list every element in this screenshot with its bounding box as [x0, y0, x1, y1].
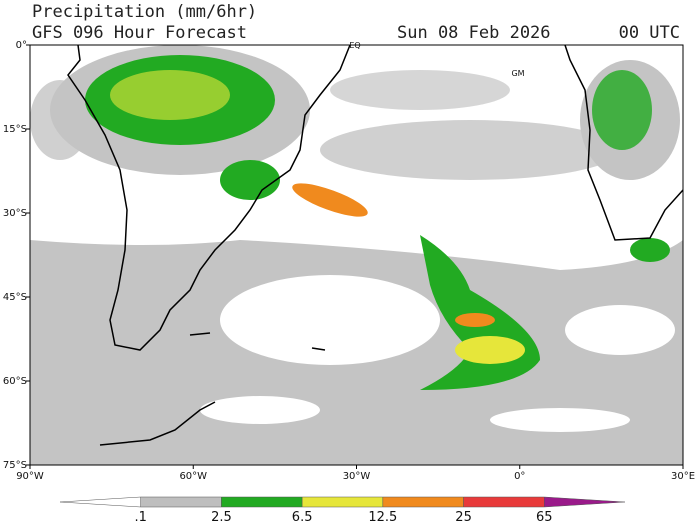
coastlines: [67, 44, 684, 446]
date: Sun 08 Feb 2026: [397, 23, 551, 43]
subtitle: GFS 096 Hour Forecast: [32, 23, 247, 43]
colorbar-segment: [221, 496, 303, 508]
colorbar-label: 65: [536, 510, 553, 525]
time: 00 UTC: [619, 23, 680, 43]
colorbar-label: 2.5: [211, 510, 232, 525]
colorbar-segment: [463, 496, 545, 508]
colorbar-label: 12.5: [368, 510, 397, 525]
map-area: EQ GM: [29, 41, 684, 466]
colorbar-label: 25: [455, 510, 472, 525]
lat-tick-label: 30°S: [3, 208, 27, 219]
lat-tick-label: 45°S: [3, 292, 27, 303]
lat-tick-label: 15°S: [3, 124, 27, 135]
meridian-label: GM: [511, 69, 524, 78]
lon-tick-label: 0°: [514, 471, 525, 482]
lat-tick-label: 75°S: [3, 460, 27, 471]
colorbar-segment: [59, 496, 141, 508]
colorbar-segment: [140, 496, 222, 508]
equator-label: EQ: [349, 41, 360, 50]
light-precip: [30, 45, 683, 465]
colorbar-label: 6.5: [292, 510, 313, 525]
heavy-precip: [85, 55, 670, 390]
colorbar-segment: [544, 496, 626, 508]
lat-tick-label: 0°: [16, 40, 27, 51]
lon-tick-label: 90°W: [16, 471, 44, 482]
lon-tick-label: 30°E: [671, 471, 695, 482]
lon-tick-label: 60°W: [179, 471, 207, 482]
colorbar-segment: [382, 496, 464, 508]
colorbar-label: .1: [135, 510, 147, 525]
colorbar-segment: [301, 496, 384, 508]
lat-tick-label: 60°S: [3, 376, 27, 387]
title: Precipitation (mm/6hr): [32, 2, 257, 22]
lon-tick-label: 30°W: [343, 471, 371, 482]
